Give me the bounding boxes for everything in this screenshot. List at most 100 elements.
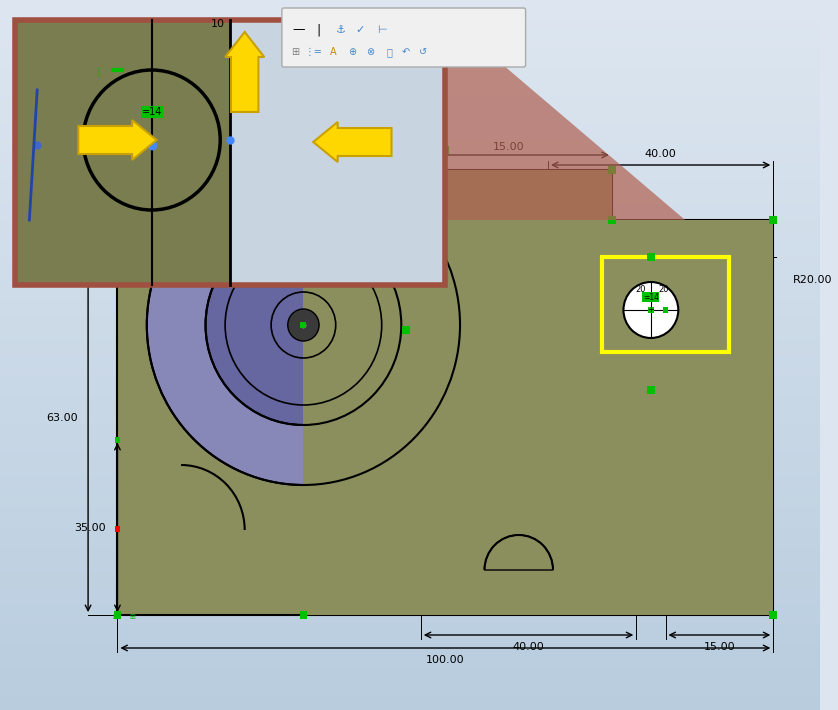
Bar: [0, 85, 820, 86]
Bar: [0, 241, 820, 242]
Bar: [0, 81, 820, 82]
Bar: [0, 197, 820, 198]
Bar: [0, 397, 820, 398]
Bar: [0, 341, 820, 342]
Bar: [0, 338, 820, 339]
Bar: [0, 21, 820, 22]
Bar: [0, 533, 820, 534]
Bar: [0, 315, 820, 316]
Bar: [0, 633, 820, 634]
Bar: [0, 366, 820, 367]
Bar: [0, 593, 820, 594]
Bar: [0, 538, 820, 539]
Text: R10.00: R10.00: [181, 245, 220, 255]
Bar: [0, 322, 820, 323]
Bar: [0, 259, 820, 260]
Bar: [0, 42, 820, 43]
Bar: [0, 396, 820, 397]
Bar: [0, 307, 820, 308]
Bar: [0, 222, 820, 223]
Text: +: +: [648, 305, 654, 315]
Bar: [0, 525, 820, 526]
Bar: [0, 37, 820, 38]
Bar: [0, 45, 820, 46]
Bar: [0, 542, 820, 543]
Bar: [0, 210, 820, 211]
Bar: [0, 183, 820, 184]
FancyArrow shape: [313, 122, 391, 162]
Bar: [0, 69, 820, 70]
Wedge shape: [484, 535, 553, 570]
Bar: [0, 599, 820, 600]
Bar: [0, 677, 820, 678]
Bar: [0, 126, 820, 127]
Bar: [0, 529, 820, 530]
Bar: [0, 230, 820, 231]
Bar: [0, 680, 820, 681]
Bar: [0, 602, 820, 603]
Bar: [0, 389, 820, 390]
Bar: [0, 503, 820, 504]
Bar: [0, 302, 820, 303]
Bar: [0, 408, 820, 409]
Bar: [0, 484, 820, 485]
Bar: [0, 345, 820, 346]
Bar: [608, 216, 616, 224]
Bar: [0, 277, 820, 278]
Bar: [0, 400, 820, 401]
Bar: [0, 328, 820, 329]
Bar: [115, 526, 121, 532]
Bar: [0, 290, 820, 291]
Bar: [0, 88, 820, 89]
Bar: [0, 99, 820, 100]
Bar: [0, 595, 820, 596]
Bar: [0, 274, 820, 275]
Bar: [0, 317, 820, 318]
Bar: [0, 594, 820, 595]
Bar: [10, 15, 450, 290]
Bar: [0, 545, 820, 546]
Bar: [0, 631, 820, 632]
Bar: [0, 133, 820, 134]
Bar: [0, 279, 820, 280]
Bar: [0, 490, 820, 491]
Text: ✓: ✓: [355, 25, 365, 35]
Bar: [0, 514, 820, 515]
Bar: [0, 441, 820, 442]
Bar: [0, 310, 820, 311]
Bar: [0, 476, 820, 477]
Bar: [0, 579, 820, 580]
Bar: [0, 47, 820, 48]
Bar: [0, 236, 820, 237]
Bar: [0, 29, 820, 30]
Bar: [0, 621, 820, 622]
Bar: [0, 390, 820, 391]
Bar: [0, 459, 820, 460]
Bar: [0, 453, 820, 454]
Bar: [0, 592, 820, 593]
Bar: [0, 515, 820, 516]
Text: R10.00: R10.00: [546, 518, 586, 528]
Bar: [0, 675, 820, 676]
Bar: [0, 268, 820, 269]
Bar: [602, 257, 729, 352]
Text: R20.00: R20.00: [793, 275, 832, 285]
Bar: [0, 356, 820, 357]
Bar: [0, 208, 820, 209]
Bar: [0, 63, 820, 64]
Bar: [0, 250, 820, 251]
Bar: [0, 353, 820, 354]
Bar: [0, 285, 820, 286]
Bar: [0, 364, 820, 365]
Bar: [0, 3, 820, 4]
Bar: [0, 211, 820, 212]
Bar: [0, 394, 820, 395]
Text: 15.00: 15.00: [704, 642, 735, 652]
Bar: [0, 214, 820, 215]
Bar: [769, 216, 777, 224]
Bar: [0, 138, 820, 139]
Bar: [0, 156, 820, 157]
Bar: [0, 427, 820, 428]
Bar: [0, 445, 820, 446]
Bar: [0, 639, 820, 640]
